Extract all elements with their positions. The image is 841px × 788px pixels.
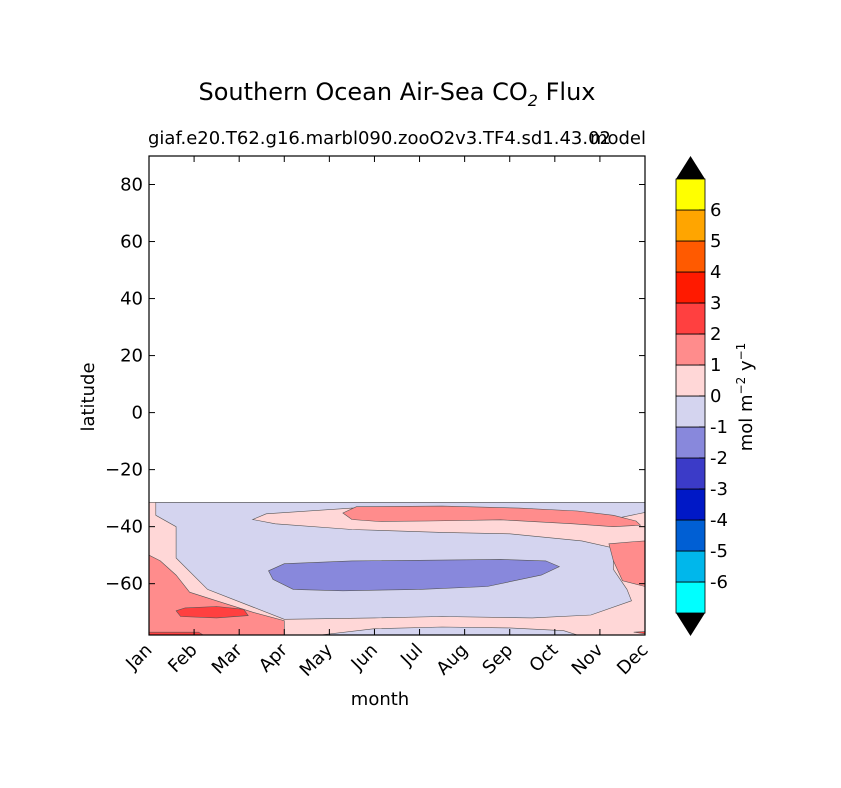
x-tick-label: Apr [255, 639, 292, 676]
x-tick-label: May [296, 639, 337, 680]
contour-austral-summer-max [175, 606, 249, 619]
colorbar-tick-label: -5 [710, 541, 728, 562]
colorbar-segment [675, 333, 706, 366]
contour-bottom-max [149, 631, 204, 635]
colorbar-segment [675, 550, 706, 583]
colorbar-tick-label: 6 [710, 200, 721, 221]
run-name-subtitle: giaf.e20.T62.g16.marbl090.zooO2v3.TF4.sd… [148, 128, 611, 149]
colorbar-label: mol m−2 y−1 [734, 343, 757, 452]
y-tick-label: 0 [132, 403, 143, 424]
y-tick-label: −20 [105, 460, 143, 481]
colorbar-segment [675, 302, 706, 335]
y-axis-label: latitude [78, 362, 99, 431]
colorbar-segment [675, 364, 706, 397]
model-subtitle: model [590, 128, 646, 149]
colorbar-segment [675, 519, 706, 552]
y-tick-label: 40 [120, 289, 143, 310]
contour-east-pos [608, 540, 645, 587]
contour-fill-group [149, 502, 645, 635]
colorbar-segment [675, 457, 706, 490]
colorbar-segment [675, 178, 706, 211]
colorbar-segment [675, 488, 706, 521]
chart-title: Southern Ocean Air-Sea CO2 Flux [199, 78, 596, 110]
contour-antarctic-margin-low [320, 626, 578, 635]
colorbar-tick-label: 5 [710, 231, 721, 252]
colorbar-segment [675, 271, 706, 304]
colorbar-tick-label: -3 [710, 479, 728, 500]
y-tick-label: 20 [120, 346, 143, 367]
x-tick-label: Jul [396, 640, 427, 671]
colorbar-tick-label: -2 [710, 448, 728, 469]
contour-bottom-right-max [633, 631, 645, 635]
colorbar-extend-max [676, 156, 705, 179]
y-tick-label: 60 [120, 232, 143, 253]
colorbar-tick-label: 3 [710, 293, 721, 314]
colorbar: 6 5 4 3 2 1 0 -1 -2 -3 -4 -5 -6 [675, 156, 728, 636]
plot-frame [148, 155, 646, 636]
colorbar-segment [675, 395, 706, 428]
x-tick-label: Dec [613, 640, 652, 679]
contour-southern-neg-core [268, 559, 561, 592]
colorbar-tick-label: 2 [710, 324, 721, 345]
colorbar-tick-label: 1 [710, 355, 721, 376]
x-tick-label: Feb [164, 640, 201, 677]
colorbar-tick-label: 0 [710, 386, 721, 407]
x-tick-label: Jun [347, 640, 382, 675]
colorbar-segment [675, 426, 706, 459]
x-axis-label: month [351, 689, 409, 710]
x-tick-label: Jan [121, 640, 156, 675]
colorbar-tick-label: -6 [710, 572, 728, 593]
colorbar-segment [675, 581, 706, 614]
y-tick-label: −60 [105, 574, 143, 595]
x-tick-label: Aug [432, 640, 472, 680]
y-tick-label: −40 [105, 517, 143, 538]
colorbar-segment [675, 240, 706, 273]
colorbar-segment [675, 209, 706, 242]
colorbar-tick-label: -4 [710, 510, 728, 531]
colorbar-extend-min [676, 613, 705, 636]
contour-subtropical-pos [342, 505, 642, 528]
colorbar-tick-label: 4 [710, 262, 721, 283]
plot-area: 80 60 40 20 0 −20 −40 −60 Jan Feb Mar Apr May Jun Jul… [105, 155, 653, 681]
y-axis: 80 60 40 20 0 −20 −40 −60 [105, 175, 645, 595]
x-tick-label: Mar [208, 639, 247, 678]
y-tick-label: 80 [120, 175, 143, 196]
x-tick-label: Nov [568, 639, 608, 679]
x-tick-label: Oct [525, 640, 562, 677]
colorbar-tick-label: -1 [710, 417, 728, 438]
x-tick-label: Sep [478, 640, 517, 679]
